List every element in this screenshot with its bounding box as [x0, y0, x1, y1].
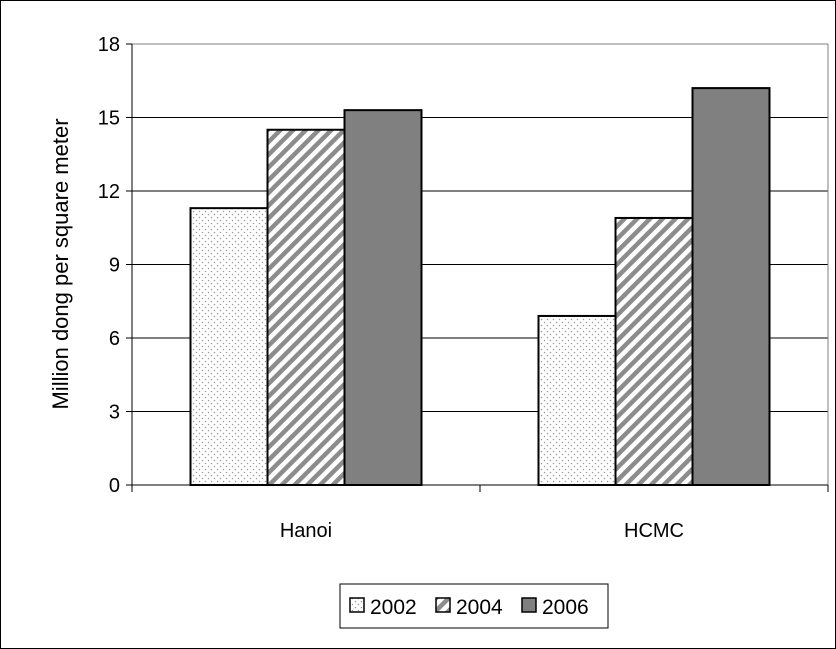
bar-hanoi-2002: [189, 207, 269, 486]
y-tick-label-18: 18: [98, 34, 120, 56]
y-tick-label-0: 0: [109, 475, 120, 497]
bar-hanoi-2004: [266, 128, 346, 486]
x-tick-label-hcmc: HCMC: [624, 520, 684, 542]
y-tick-label-15: 15: [98, 108, 120, 130]
legend-label-2002: 2002: [370, 596, 417, 619]
bar-hanoi-2006: [343, 109, 423, 487]
legend-swatch-2002: [349, 597, 365, 613]
axes: 0 3 6 9 12 15 18 Hanoi HCMC: [98, 34, 829, 542]
y-tick-label-3: 3: [109, 402, 120, 424]
bars: [189, 87, 771, 487]
bar-hcmc-2006: [691, 87, 771, 486]
x-tick-label-hanoi: Hanoi: [280, 520, 332, 542]
y-tick-label-9: 9: [109, 255, 120, 277]
legend-swatch-2004: [435, 597, 451, 613]
legend-label-2004: 2004: [456, 596, 503, 619]
bar-hcmc-2004: [614, 216, 694, 486]
legend-label-2006: 2006: [542, 596, 589, 619]
y-tick-label-6: 6: [109, 328, 120, 350]
legend-swatch-2006: [521, 597, 537, 613]
legend-box: [339, 583, 609, 629]
y-axis-label: Million dong per square meter: [48, 118, 73, 409]
y-tick-label-12: 12: [98, 181, 120, 203]
bar-hcmc-2002: [537, 314, 617, 487]
legend: 2002 2004 2006: [339, 583, 609, 629]
